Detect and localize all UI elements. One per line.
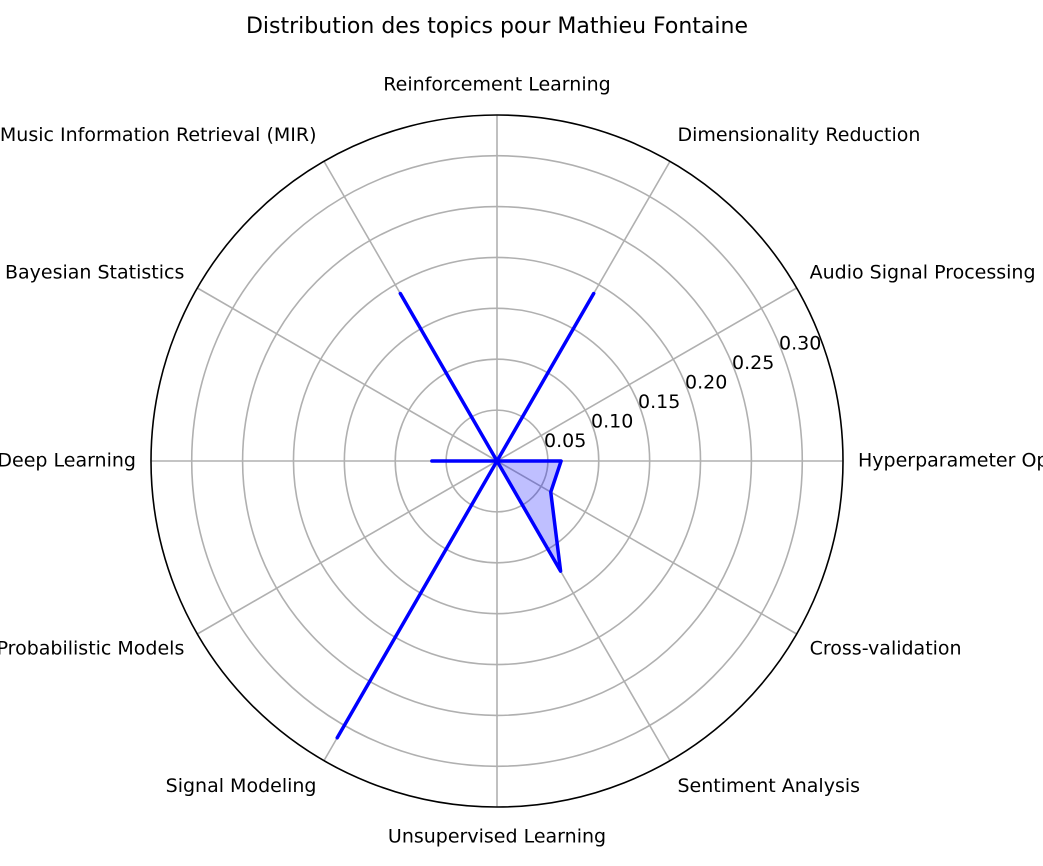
spoke-cross-validation [496, 460, 798, 635]
category-label-dimensionality-reduction: Dimensionality Reduction [678, 124, 921, 146]
category-label-hyperparameter-optimization: Hyperparameter Optimization [858, 450, 1043, 472]
data-point-hyperparameter-optimization [560, 460, 562, 462]
category-label-probabilistic-models: Probabilistic Models [0, 638, 184, 660]
category-label-signal-modeling: Signal Modeling [166, 775, 317, 797]
category-label-deep-learning: Deep Learning [0, 450, 136, 472]
chart-title: Distribution des topics pour Mathieu Fon… [246, 14, 748, 39]
category-label-machine-listening-and-music-information-retrieval-mir: Machine Listening and Music Information … [0, 124, 317, 146]
label-layer: 0.050.100.150.200.250.30 Hyperparameter O… [0, 74, 1043, 848]
data-point-deep-learning [431, 460, 433, 462]
data-point-machine-listening-and-music-information-retrieval-mir [399, 292, 402, 295]
r-tick-label: 0.30 [779, 333, 821, 355]
category-label-cross-validation: Cross-validation [810, 638, 962, 660]
category-label-sentiment-analysis: Sentiment Analysis [678, 775, 861, 797]
r-tick-label: 0.15 [638, 391, 680, 413]
data-point-unsupervised-learning [496, 460, 498, 462]
series-line-0 [335, 291, 596, 740]
series-area-0 [337, 293, 594, 738]
polar-frame [150, 114, 844, 808]
category-label-reinforcement-learning: Reinforcement Learning [383, 74, 610, 96]
data-point-cross-validation [549, 491, 552, 493]
r-tick-label: 0.25 [732, 352, 774, 374]
category-label-bayesian-statistics: Bayesian Statistics [5, 262, 184, 284]
data-point-signal-modeling [336, 736, 339, 739]
data-layer [335, 291, 596, 740]
r-tick-label: 0.10 [591, 411, 633, 433]
spoke-probabilistic-models [196, 460, 498, 635]
spoke-audio-signal-processing [496, 287, 798, 462]
r-tick-label: 0.05 [544, 430, 586, 452]
category-label-unsupervised-learning: Unsupervised Learning [388, 826, 606, 848]
data-point-sentiment-analysis [559, 570, 562, 572]
spoke-bayesian-statistics [196, 287, 498, 462]
r-tick-label: 0.20 [685, 372, 727, 394]
category-label-audio-signal-processing: Audio Signal Processing [810, 262, 1036, 284]
data-point-dimensionality-reduction [592, 292, 595, 295]
